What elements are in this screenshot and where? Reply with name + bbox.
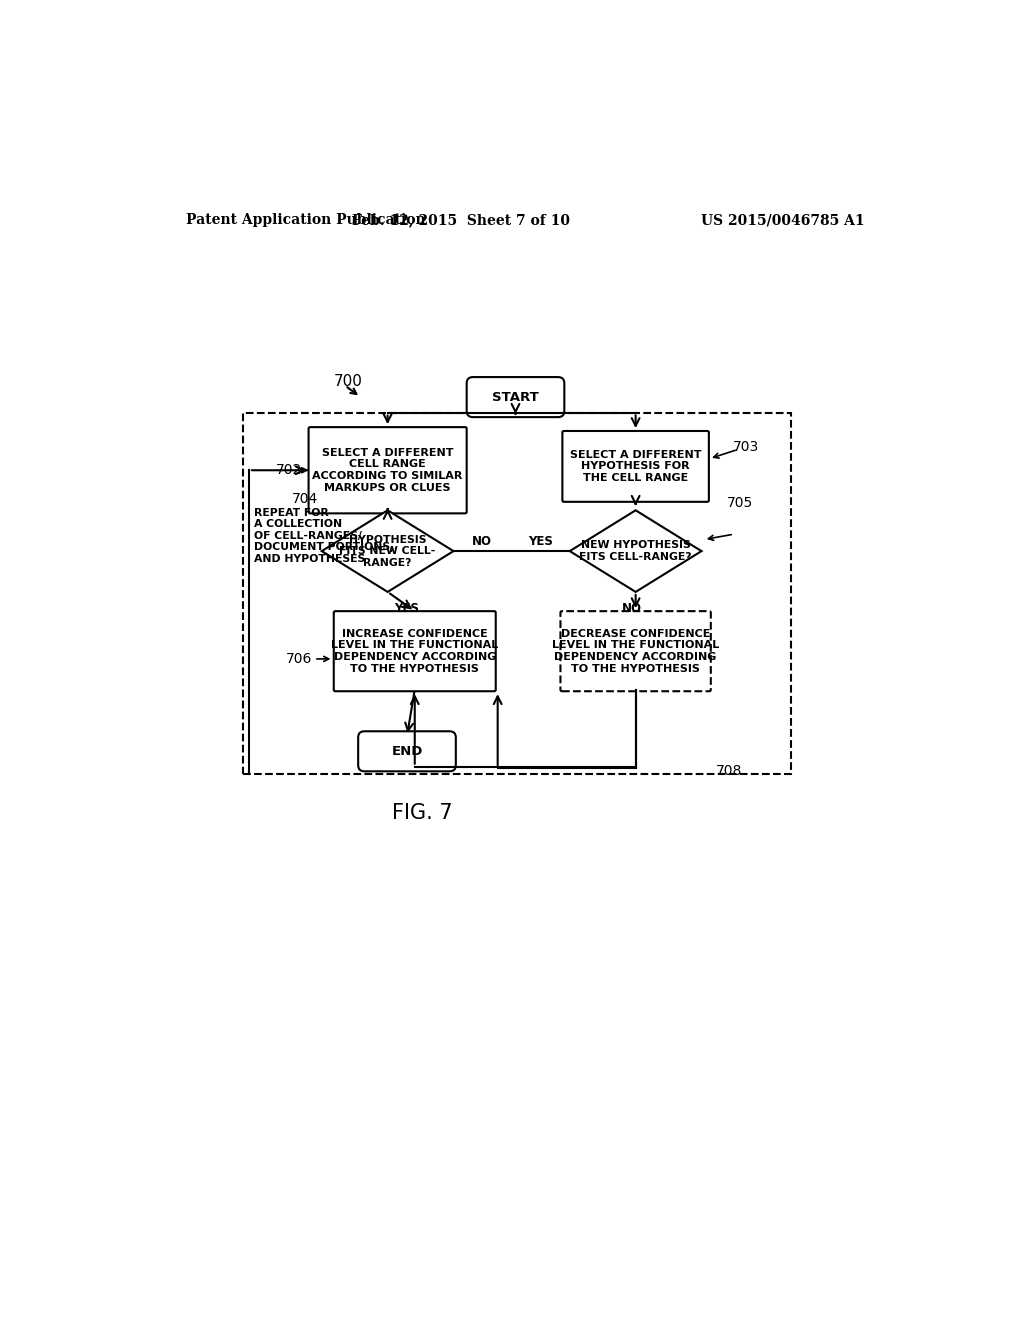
FancyBboxPatch shape bbox=[560, 611, 711, 692]
Text: Patent Application Publication: Patent Application Publication bbox=[186, 213, 426, 227]
Text: NO: NO bbox=[472, 536, 493, 548]
Polygon shape bbox=[322, 511, 454, 591]
Text: 705: 705 bbox=[727, 495, 754, 510]
Text: 704: 704 bbox=[292, 492, 317, 507]
Text: 706: 706 bbox=[286, 652, 312, 665]
Text: 702: 702 bbox=[276, 463, 302, 478]
FancyBboxPatch shape bbox=[358, 731, 456, 771]
FancyBboxPatch shape bbox=[562, 430, 709, 502]
Text: 703: 703 bbox=[732, 440, 759, 454]
Text: 700: 700 bbox=[334, 374, 362, 389]
Text: START: START bbox=[493, 391, 539, 404]
Text: HYPOTHESIS
FITS NEW CELL-
RANGE?: HYPOTHESIS FITS NEW CELL- RANGE? bbox=[339, 535, 436, 568]
Text: SELECT A DIFFERENT
HYPOTHESIS FOR
THE CELL RANGE: SELECT A DIFFERENT HYPOTHESIS FOR THE CE… bbox=[570, 450, 701, 483]
Polygon shape bbox=[569, 511, 701, 591]
Text: NEW HYPOTHESIS
FITS CELL-RANGE?: NEW HYPOTHESIS FITS CELL-RANGE? bbox=[580, 540, 692, 562]
Text: END: END bbox=[391, 744, 423, 758]
Text: US 2015/0046785 A1: US 2015/0046785 A1 bbox=[700, 213, 864, 227]
FancyBboxPatch shape bbox=[467, 378, 564, 417]
Bar bbox=[243, 413, 791, 775]
Text: INCREASE CONFIDENCE
LEVEL IN THE FUNCTIONAL
DEPENDENCY ACCORDING
TO THE HYPOTHES: INCREASE CONFIDENCE LEVEL IN THE FUNCTIO… bbox=[331, 628, 499, 673]
Text: YES: YES bbox=[394, 602, 419, 615]
Text: SELECT A DIFFERENT
CELL RANGE
ACCORDING TO SIMILAR
MARKUPS OR CLUES: SELECT A DIFFERENT CELL RANGE ACCORDING … bbox=[312, 447, 463, 492]
Text: FIG. 7: FIG. 7 bbox=[392, 803, 453, 822]
Text: NO: NO bbox=[622, 602, 642, 615]
Text: REPEAT FOR
A COLLECTION
OF CELL-RANGES/
DOCUMENT PORTIONS,
AND HYPOTHESES: REPEAT FOR A COLLECTION OF CELL-RANGES/ … bbox=[254, 507, 394, 564]
FancyBboxPatch shape bbox=[334, 611, 496, 692]
Text: YES: YES bbox=[527, 536, 553, 548]
FancyBboxPatch shape bbox=[308, 428, 467, 513]
Text: Feb. 12, 2015  Sheet 7 of 10: Feb. 12, 2015 Sheet 7 of 10 bbox=[352, 213, 570, 227]
Text: DECREASE CONFIDENCE
LEVEL IN THE FUNCTIONAL
DEPENDENCY ACCORDING
TO THE HYPOTHES: DECREASE CONFIDENCE LEVEL IN THE FUNCTIO… bbox=[552, 628, 719, 673]
Text: 708: 708 bbox=[716, 763, 741, 777]
